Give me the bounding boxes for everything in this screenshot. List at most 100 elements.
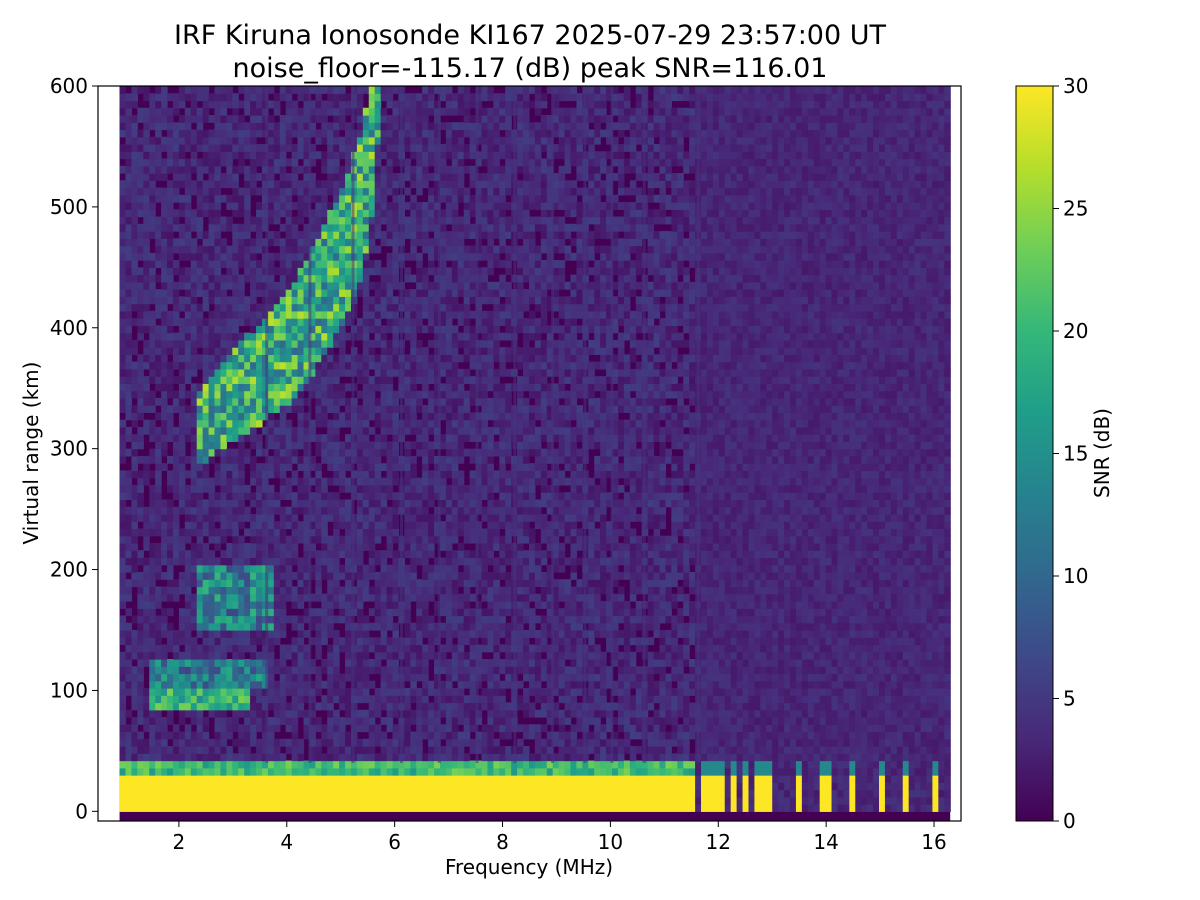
- heatmap-cell: [392, 426, 400, 435]
- heatmap-cell: [327, 376, 334, 384]
- heatmap-cell: [356, 252, 364, 261]
- heatmap-cell: [131, 615, 138, 624]
- heatmap-cell: [439, 600, 447, 609]
- heatmap-cell: [374, 782, 382, 791]
- heatmap-cell: [285, 680, 293, 689]
- heatmap-cell: [291, 542, 299, 551]
- heatmap-cell: [368, 528, 376, 537]
- heatmap-cell: [279, 158, 287, 167]
- heatmap-cell: [380, 376, 388, 384]
- heatmap-cell: [428, 209, 435, 218]
- heatmap-cell: [422, 796, 429, 805]
- heatmap-cell: [392, 173, 400, 181]
- heatmap-cell: [451, 673, 459, 682]
- heatmap-cell: [119, 354, 127, 363]
- heatmap-cell: [428, 746, 435, 754]
- heatmap-cell: [374, 173, 382, 181]
- heatmap-cell: [149, 405, 156, 413]
- heatmap-cell: [368, 506, 376, 515]
- heatmap-cell: [244, 767, 251, 776]
- heatmap-cell: [309, 245, 316, 254]
- heatmap-cell: [416, 93, 423, 102]
- heatmap-cell: [208, 659, 216, 667]
- heatmap-cell: [172, 289, 180, 297]
- heatmap-cell: [232, 426, 239, 435]
- heatmap-cell: [167, 165, 174, 174]
- heatmap-cell: [404, 310, 411, 319]
- heatmap-cell: [273, 419, 281, 428]
- heatmap-cell: [250, 93, 257, 102]
- heatmap-cell: [196, 361, 204, 370]
- heatmap-cell: [143, 303, 150, 312]
- heatmap-cell: [321, 252, 328, 261]
- heatmap-cell: [445, 484, 453, 493]
- heatmap-cell: [190, 296, 198, 305]
- heatmap-cell: [410, 173, 417, 181]
- heatmap-cell: [392, 151, 400, 160]
- heatmap-cell: [291, 804, 299, 812]
- heatmap-cell: [208, 361, 216, 370]
- heatmap-cell: [374, 158, 382, 167]
- heatmap-cell: [238, 753, 245, 762]
- heatmap-cell: [119, 804, 127, 812]
- heatmap-cell: [333, 600, 340, 609]
- heatmap-cell: [161, 630, 168, 638]
- heatmap-cell: [202, 180, 210, 189]
- heatmap-cell: [119, 775, 127, 783]
- heatmap-cell: [297, 194, 305, 203]
- heatmap-cell: [428, 680, 435, 689]
- heatmap-cell: [226, 173, 233, 181]
- heatmap-cell: [220, 528, 227, 537]
- heatmap-cell: [244, 122, 251, 131]
- heatmap-cell: [297, 579, 305, 588]
- heatmap-cell: [244, 579, 251, 588]
- heatmap-cell: [309, 332, 316, 341]
- heatmap-cell: [256, 274, 263, 283]
- heatmap-cell: [279, 165, 287, 174]
- heatmap-cell: [149, 354, 156, 363]
- heatmap-cell: [285, 804, 293, 812]
- heatmap-cell: [184, 325, 192, 334]
- heatmap-cell: [327, 651, 334, 660]
- heatmap-cell: [404, 361, 411, 370]
- heatmap-cell: [125, 637, 133, 646]
- heatmap-cell: [428, 753, 435, 762]
- heatmap-cell: [416, 252, 423, 261]
- heatmap-cell: [422, 753, 429, 762]
- heatmap-cell: [220, 122, 227, 131]
- heatmap-cell: [327, 586, 334, 595]
- heatmap-cell: [279, 535, 287, 544]
- heatmap-cell: [155, 666, 162, 675]
- heatmap-cell: [339, 717, 346, 725]
- heatmap-cell: [434, 441, 441, 450]
- heatmap-cell: [214, 122, 222, 131]
- heatmap-cell: [303, 789, 311, 798]
- heatmap-cell: [172, 731, 180, 740]
- heatmap-cell: [291, 390, 299, 399]
- heatmap-cell: [149, 347, 156, 355]
- heatmap-cell: [232, 775, 239, 783]
- heatmap-cell: [273, 767, 281, 776]
- heatmap-cell: [428, 354, 435, 363]
- heatmap-cell: [445, 600, 453, 609]
- heatmap-cell: [303, 310, 311, 319]
- heatmap-cell: [226, 746, 233, 754]
- heatmap-cell: [345, 165, 352, 174]
- heatmap-cell: [321, 593, 328, 602]
- heatmap-cell: [232, 165, 239, 174]
- heatmap-cell: [178, 550, 186, 559]
- heatmap-cell: [380, 506, 388, 515]
- heatmap-cell: [309, 339, 316, 348]
- heatmap-cell: [256, 187, 263, 196]
- heatmap-cell: [386, 426, 394, 435]
- heatmap-cell: [155, 542, 162, 551]
- heatmap-cell: [303, 194, 311, 203]
- heatmap-cell: [386, 361, 394, 370]
- heatmap-cell: [119, 441, 127, 450]
- heatmap-cell: [149, 274, 156, 283]
- heatmap-cell: [279, 738, 287, 747]
- heatmap-cell: [428, 731, 435, 740]
- heatmap-cell: [404, 223, 411, 232]
- heatmap-cell: [339, 419, 346, 428]
- heatmap-cell: [155, 332, 162, 341]
